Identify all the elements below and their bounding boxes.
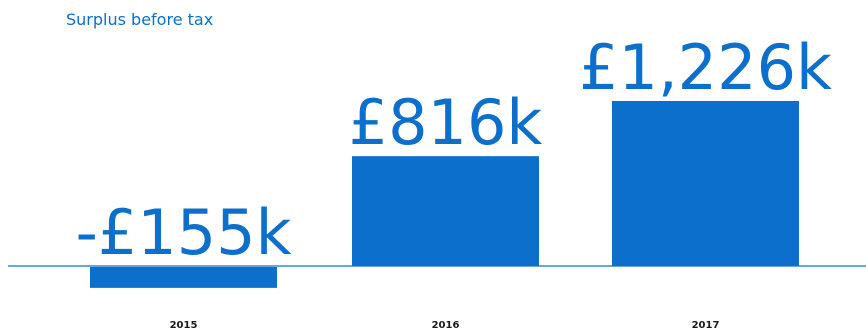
x-tick-label-2016: 2016 <box>432 320 460 331</box>
data-label-2015: -£155k <box>75 196 291 269</box>
x-tick-labels-layer: 2015 2016 2017 <box>170 320 720 331</box>
x-tick-label-2017: 2017 <box>692 320 720 331</box>
x-tick-label-2015: 2015 <box>170 320 198 331</box>
data-label-2016: £816k <box>349 86 543 159</box>
bar-2016 <box>352 156 539 266</box>
bar-2015 <box>90 267 277 288</box>
data-labels-layer: -£155k £816k £1,226k <box>75 31 832 269</box>
chart-title: Surplus before tax <box>66 10 214 29</box>
bars-layer <box>90 101 799 288</box>
bar-2017 <box>612 101 799 266</box>
data-label-2017: £1,226k <box>579 31 832 104</box>
